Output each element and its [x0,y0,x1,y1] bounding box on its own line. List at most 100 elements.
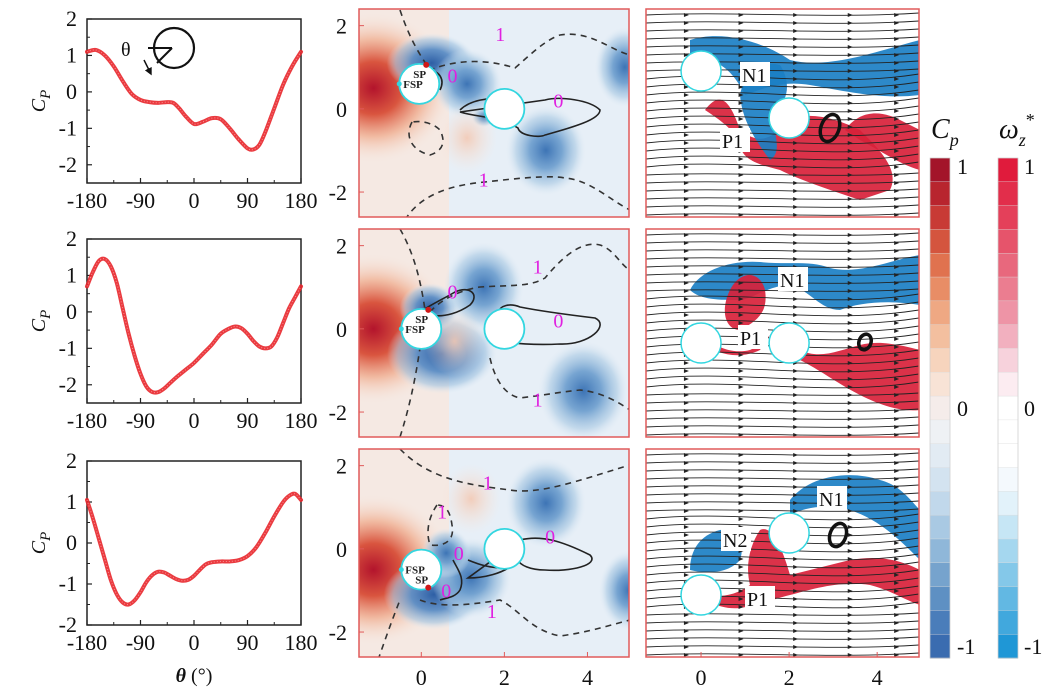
streamline-arrow [847,205,853,209]
colorbar-segment [997,491,1019,516]
streamline-arrow [793,461,799,465]
streamline-arrow [793,173,799,177]
streamline-arrow [894,581,900,585]
streamline-arrow [894,637,900,641]
y-tick-label: -2 [329,620,347,645]
streamline-arrow [738,241,744,245]
streamline-arrow [738,13,744,17]
streamline-arrow [894,93,900,97]
y-tick-label: -2 [59,612,77,637]
cp-colorbar: Cp 1 0 -1 [929,114,975,659]
streamline-arrow [847,509,853,513]
front-stagnation-point-marker [398,326,404,332]
streamline-arrow [894,461,900,465]
streamline [646,196,919,200]
x-tick-label: 0 [189,408,200,433]
streamline-arrow [793,233,799,237]
streamline-arrow [847,485,853,489]
streamline-arrow [894,629,900,633]
streamline-arrow [683,629,689,633]
streamline-arrow [683,197,689,201]
streamline-arrow [793,573,799,577]
x-tick-label: 180 [285,188,318,213]
streamline-arrow [683,165,689,169]
low-pressure-region [538,341,629,437]
streamline-arrow [683,117,689,121]
streamline-arrow [894,181,900,185]
contour-value-label: 0 [553,91,563,113]
panel-frame [358,8,630,218]
streamline-arrow [683,241,689,245]
streamline [646,36,919,40]
cp-series-line [85,491,303,607]
streamline-arrow [683,573,689,577]
streamline-arrow [847,77,853,81]
streamline-arrow [683,477,689,481]
label-box [778,267,808,291]
streamline-arrow [894,273,900,277]
streamline-arrow [847,45,853,49]
streamline [646,81,919,89]
streamline-arrow [683,425,689,429]
streamline-arrow [683,281,689,285]
streamline-arrow [683,453,689,457]
streamline-arrow [793,613,799,617]
streamline-arrow [793,213,799,217]
colorbar-segment [997,467,1019,493]
streamline-arrow [793,581,799,585]
streamline [646,161,919,169]
colorbar-segment [929,610,951,635]
streamline-arrow [847,321,853,325]
streamline-arrow [847,337,853,341]
colorbar-segment [929,276,951,302]
colorbar-segment [929,443,951,469]
vortex-core [856,332,874,352]
streamline-arrow [683,233,689,237]
streamline-arrow [847,109,853,113]
streamline-arrow [847,93,853,97]
streamline-arrow [738,509,744,513]
streamline-arrow [683,37,689,41]
streamline-arrow [683,149,689,153]
streamline-arrow [683,409,689,413]
streamline-arrow [738,157,744,161]
streamline-arrow [894,425,900,429]
streamline-arrow [793,53,799,57]
streamline [646,400,919,404]
streamline-arrow [683,653,689,657]
streamline-arrow [894,241,900,245]
streamline-arrow [847,289,853,293]
streamline-arrow [894,77,900,81]
streamline-arrow [793,189,799,193]
cp-contour-line-dashed [419,599,629,637]
streamline-arrow [793,45,799,49]
streamline-arrow [793,417,799,421]
colorbar-segment [929,372,951,397]
streamline-arrow [683,29,689,33]
y-axis-label: CP [28,310,54,333]
streamline-arrow [894,289,900,293]
downstream-cylinder [768,97,810,139]
x-tick-label: -180 [67,630,107,655]
contour-value-label: 0 [454,543,464,565]
y-tick-label: 2 [336,454,347,479]
vorticity-panel-2: N1 P1 [645,228,920,438]
cp-series-line [85,47,303,152]
streamline-arrow [683,525,689,529]
colorbar-title: ωz* [999,110,1035,150]
streamline-arrow [894,313,900,317]
streamline [646,212,919,216]
streamline-arrow [738,485,744,489]
vortex-label-n2: N2 [723,530,747,552]
streamline-arrow [738,401,744,405]
y-tick-label: 2 [336,234,347,259]
streamline-arrow [894,53,900,57]
streamline-arrow [847,133,853,137]
cp-series-markers [86,258,302,394]
colorbar-frame [929,157,951,659]
colorbar-segment [929,300,951,326]
streamline-arrow [683,13,689,17]
cp-contour-line-dashed [427,504,454,547]
streamline-arrow [894,517,900,521]
